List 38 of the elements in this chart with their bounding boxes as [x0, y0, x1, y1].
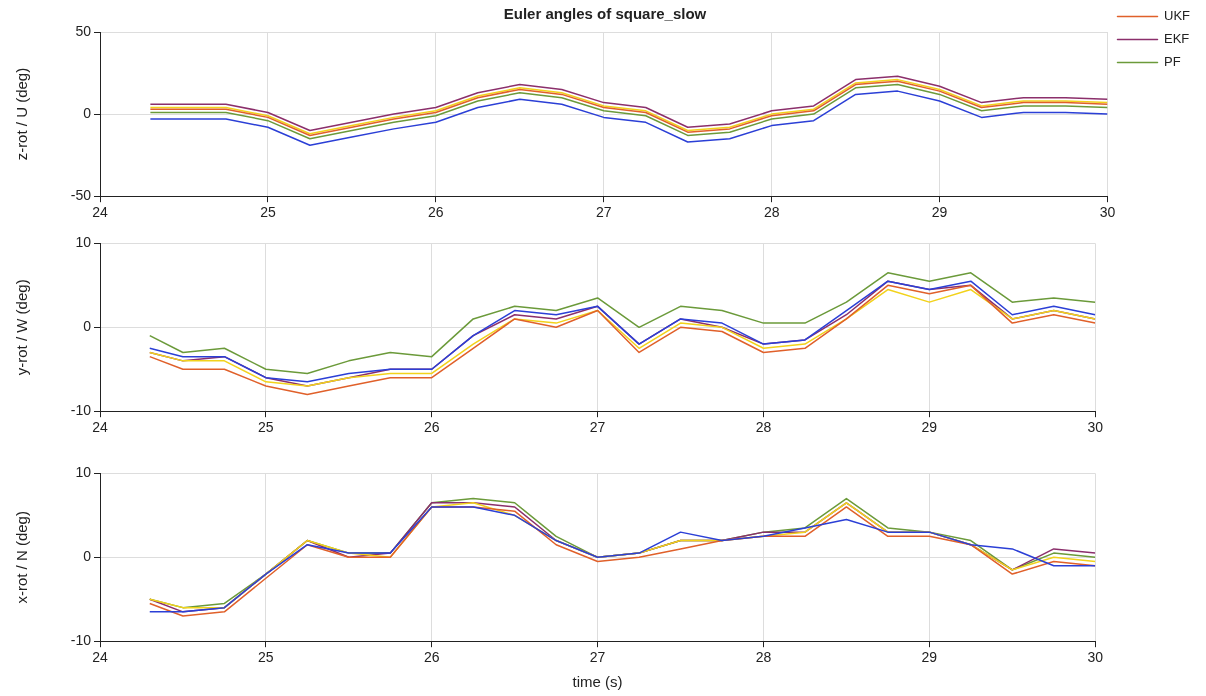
y-tick-label: 10	[75, 234, 92, 251]
x-tick-label: 24	[92, 649, 108, 666]
chart-title: Euler angles of square_slow	[503, 5, 707, 23]
x-tick-label: 24	[92, 419, 108, 436]
y-tick-label: 10	[75, 464, 92, 481]
x-tick-label: 24	[92, 204, 108, 221]
legend-label: PF	[1164, 54, 1181, 70]
x-tick-label: 27	[589, 419, 606, 436]
y-tick-label: -50	[70, 187, 92, 204]
x-tick-label: 29	[921, 419, 938, 436]
y-tick-label: 0	[83, 104, 92, 121]
x-tick-label: 26	[423, 419, 440, 436]
x-tick-label: 28	[763, 204, 780, 221]
y-axis-title: z-rot / U (deg)	[13, 67, 31, 161]
legend-label: UKF	[1164, 8, 1191, 24]
x-tick-label: 26	[423, 649, 440, 666]
x-tick-label: 27	[589, 649, 606, 666]
y-tick-label: 0	[83, 548, 92, 565]
y-axis-title: x-rot / N (deg)	[13, 511, 31, 604]
x-tick-label: 26	[428, 204, 444, 221]
x-tick-label: 30	[1099, 204, 1116, 221]
x-tick-label: 25	[258, 649, 274, 666]
x-tick-label: 25	[258, 419, 274, 436]
x-tick-label: 29	[931, 204, 948, 221]
x-tick-label: 27	[595, 204, 612, 221]
x-tick-label: 30	[1087, 649, 1104, 666]
x-tick-label: 29	[921, 649, 938, 666]
x-tick-label: 25	[260, 204, 276, 221]
x-axis-title: time (s)	[572, 673, 623, 691]
y-tick-label: 50	[75, 22, 92, 39]
y-tick-label: 0	[83, 318, 92, 335]
legend-label: EKF	[1164, 31, 1190, 47]
x-tick-label: 30	[1087, 419, 1104, 436]
y-tick-label: -10	[70, 402, 92, 419]
y-axis-title: y-rot / W (deg)	[13, 279, 31, 376]
x-tick-label: 28	[755, 419, 772, 436]
x-tick-label: 28	[755, 649, 772, 666]
y-tick-label: -10	[70, 632, 92, 649]
